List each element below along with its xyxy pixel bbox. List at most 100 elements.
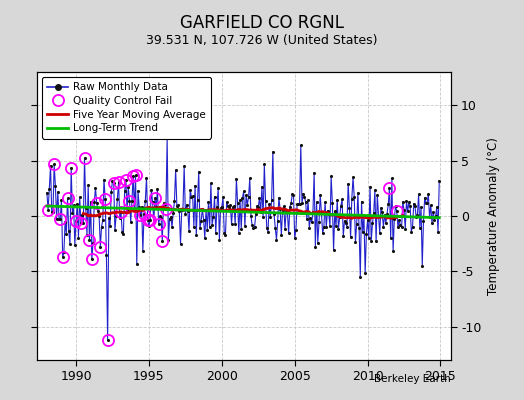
Point [372,238,380,244]
Point [358,229,367,235]
Point [85,236,94,243]
Point [349,174,357,181]
Point [89,240,97,246]
Point [343,223,351,230]
Point [326,223,334,229]
Point [152,204,160,210]
Point [112,213,121,220]
Point [360,213,368,220]
Point [285,230,293,237]
Point [140,210,148,217]
Point [101,196,110,202]
Y-axis label: Temperature Anomaly (°C): Temperature Anomaly (°C) [487,137,500,295]
Point [97,224,106,230]
Point [403,208,412,214]
Point [190,223,198,230]
Point [307,215,315,221]
Point [300,194,309,200]
Point [283,209,292,215]
Point [235,230,243,236]
Legend: Raw Monthly Data, Quality Control Fail, Five Year Moving Average, Long-Term Tren: Raw Monthly Data, Quality Control Fail, … [42,77,211,138]
Point [430,217,439,223]
Point [107,188,115,195]
Point [258,184,266,190]
Point [173,203,181,209]
Point [416,224,424,231]
Point [378,209,386,216]
Point [145,223,153,230]
Point [72,218,80,224]
Point [231,221,239,228]
Point [260,161,268,168]
Text: GARFIELD CO RGNL: GARFIELD CO RGNL [180,14,344,32]
Point [224,203,232,209]
Point [82,204,90,211]
Point [385,185,394,191]
Point [226,202,235,208]
Point [83,232,91,238]
Point [68,210,77,216]
Point [276,206,285,212]
Point [334,226,343,232]
Point [225,204,233,210]
Point [356,274,365,280]
Point [342,220,350,226]
Point [53,189,62,195]
Point [388,175,396,182]
Point [242,192,250,198]
Point [332,223,340,230]
Point [323,207,332,214]
Point [236,197,244,203]
Point [243,202,252,208]
Point [223,199,231,205]
Point [311,244,320,250]
Point [309,209,317,216]
Point [137,204,146,210]
Point [347,196,356,202]
Point [48,209,56,216]
Point [90,199,99,206]
Point [345,205,354,211]
Point [353,220,361,227]
Point [159,200,168,206]
Point [178,207,186,214]
Point [111,227,119,234]
Point [187,194,195,200]
Point [135,204,144,210]
Point [424,191,432,198]
Point [116,215,124,222]
Point [374,212,383,219]
Point [287,200,295,206]
Point [312,199,321,205]
Point [103,337,112,343]
Point [297,142,305,148]
Point [94,208,102,214]
Point [46,162,54,169]
Point [275,194,283,201]
Point [320,224,328,230]
Point [330,247,338,254]
Point [143,174,151,181]
Point [369,210,378,216]
Point [191,182,199,189]
Point [171,166,180,173]
Point [118,228,126,235]
Point [410,200,418,207]
Point [56,216,64,222]
Point [411,203,419,209]
Point [230,203,238,210]
Point [257,209,265,215]
Point [335,214,344,220]
Point [433,204,441,210]
Point [181,210,190,217]
Point [324,210,333,217]
Point [132,172,140,178]
Point [219,194,227,200]
Point [232,175,241,182]
Point [151,195,159,202]
Point [60,249,68,256]
Point [168,224,176,230]
Point [77,220,85,226]
Point [269,148,277,155]
Point [387,235,395,241]
